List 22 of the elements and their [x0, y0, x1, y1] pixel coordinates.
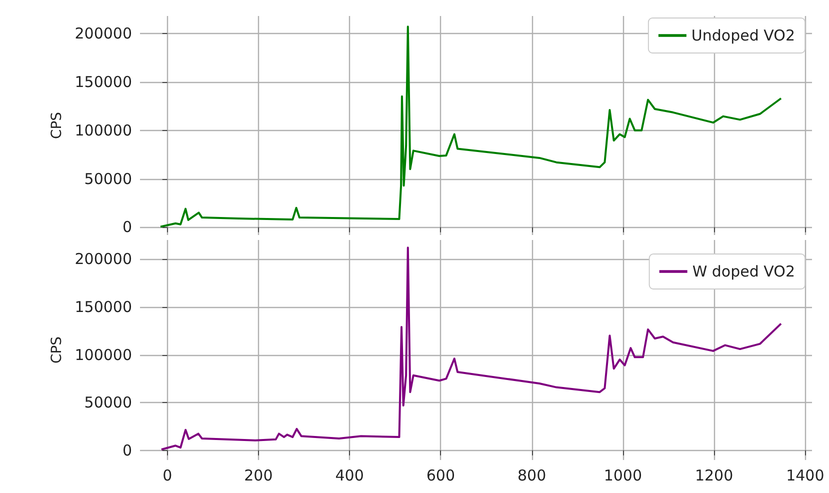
y-tick-label: 50000 — [84, 170, 132, 188]
y-tick-label: 0 — [122, 441, 132, 460]
x-tick-label: 400 — [335, 466, 364, 484]
y-tick-label: 150000 — [74, 72, 132, 91]
x-tick-label: 1400 — [786, 466, 824, 484]
y-tick-label: 200000 — [74, 250, 132, 268]
y-tick-label: 150000 — [74, 298, 132, 316]
x-tick-label: 1200 — [694, 466, 734, 484]
y-tick-label: 100000 — [74, 346, 132, 364]
y-axis-title: CPS — [48, 112, 65, 140]
x-tick-label: 200 — [244, 466, 273, 484]
legend-label: W doped VO2 — [692, 262, 795, 280]
x-tick-label: 0 — [162, 466, 172, 484]
y-tick-label: 0 — [122, 218, 132, 236]
y-tick-label: 50000 — [84, 394, 132, 412]
legend-label: Undoped VO2 — [691, 26, 796, 44]
y-axis-title: CPS — [48, 336, 65, 364]
x-tick-label: 800 — [517, 466, 546, 484]
x-tick-label: 1000 — [604, 466, 642, 484]
y-tick-label: 200000 — [74, 24, 132, 42]
y-tick-label: 100000 — [74, 121, 132, 140]
x-tick-label: 600 — [426, 466, 456, 484]
